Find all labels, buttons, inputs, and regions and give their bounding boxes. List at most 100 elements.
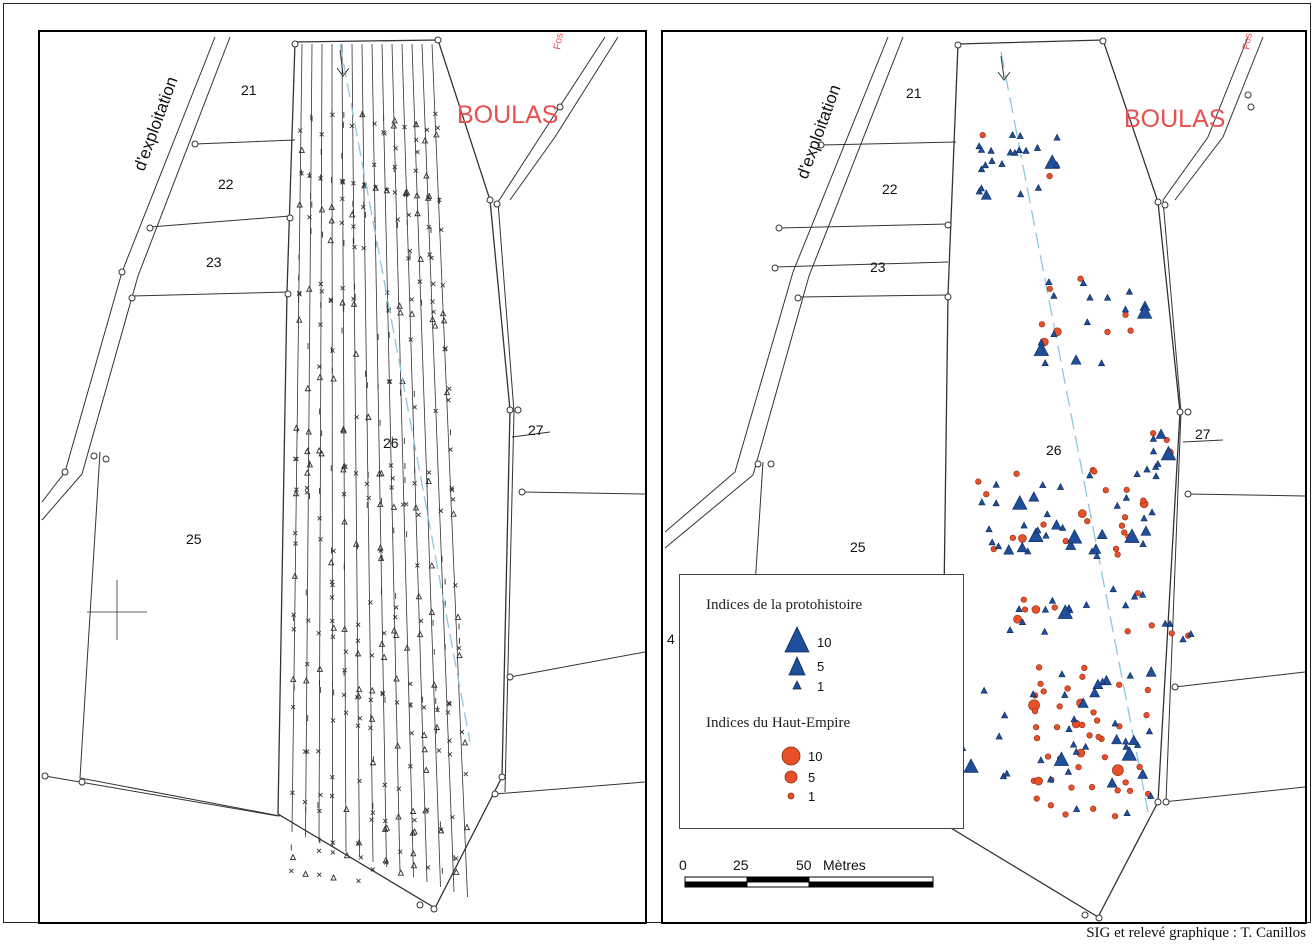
haut-empire-find-marker — [1111, 813, 1119, 820]
haut-empire-find-marker — [1013, 470, 1020, 477]
survey-mark — [341, 518, 348, 525]
survey-mark — [430, 299, 435, 304]
survey-mark — [316, 665, 324, 672]
survey-mark — [452, 583, 458, 588]
survey-mark — [294, 487, 299, 492]
survey-mark — [402, 124, 407, 130]
legend-triangle-1-icon — [792, 680, 802, 690]
survey-mark — [297, 128, 303, 133]
survey-mark — [369, 653, 375, 658]
parcel-26-label: 26 — [1046, 442, 1062, 458]
protohistoire-find-marker — [1033, 341, 1050, 356]
protohistoire-find-marker — [1086, 293, 1094, 301]
survey-mark — [459, 729, 465, 735]
survey-mark — [422, 806, 429, 814]
survey-mark — [412, 404, 417, 410]
transect-line — [351, 43, 360, 858]
survey-mark — [354, 414, 359, 420]
survey-mark — [390, 122, 398, 129]
protohistoire-find-marker — [1041, 605, 1050, 613]
haut-empire-find-marker — [1150, 430, 1157, 437]
survey-mark — [393, 675, 400, 682]
parcel-25-label: 25 — [850, 539, 866, 555]
protohistoire-find-marker — [1109, 585, 1117, 593]
protohistoire-find-marker — [1041, 359, 1049, 366]
survey-mark — [382, 818, 388, 824]
survey-mark — [407, 681, 413, 687]
survey-mark — [416, 512, 421, 518]
protohistoire-find-marker — [1050, 291, 1058, 299]
survey-mark — [449, 485, 454, 491]
survey-mark — [328, 298, 334, 304]
protohistoire-find-marker — [1033, 143, 1042, 151]
survey-mark — [428, 561, 436, 569]
protohistoire-find-marker — [1040, 627, 1049, 635]
survey-mark — [342, 464, 348, 469]
survey-mark — [292, 489, 300, 497]
survey-mark — [388, 463, 394, 468]
haut-empire-find-marker — [1077, 509, 1087, 518]
haut-empire-find-marker — [1122, 779, 1129, 786]
haut-empire-find-marker — [1143, 712, 1150, 719]
survey-mark — [449, 487, 455, 493]
survey-mark — [408, 337, 414, 342]
survey-mark — [352, 244, 357, 250]
survey-mark — [316, 748, 321, 754]
survey-mark — [418, 618, 424, 624]
survey-mark — [446, 397, 451, 403]
haut-empire-find-marker — [1046, 285, 1053, 292]
haut-empire-find-marker — [1077, 275, 1084, 282]
protohistoire-find-marker — [1034, 183, 1043, 191]
survey-mark — [330, 718, 336, 723]
survey-mark — [317, 808, 322, 814]
survey-mark — [393, 605, 399, 610]
survey-mark — [397, 869, 405, 876]
survey-mark — [454, 613, 462, 620]
protohistoire-find-marker — [977, 165, 986, 173]
survey-mark — [393, 631, 400, 638]
survey-mark — [435, 125, 441, 131]
protohistoire-find-marker — [1034, 526, 1042, 534]
survey-mark — [423, 766, 430, 773]
survey-mark — [307, 173, 312, 179]
protohistoire-find-marker — [1082, 600, 1091, 608]
protohistoire-find-marker — [1012, 495, 1028, 510]
protohistoire-find-marker — [1065, 725, 1073, 733]
survey-mark — [316, 630, 322, 636]
survey-mark — [395, 217, 401, 222]
protohistoire-find-marker — [1050, 330, 1058, 338]
survey-mark — [390, 626, 398, 634]
survey-mark — [433, 130, 440, 138]
survey-mark — [377, 554, 385, 561]
parcel-27-label: 27 — [528, 422, 544, 438]
protohistoire-find-marker — [1143, 465, 1151, 473]
survey-mark — [413, 137, 419, 143]
scale-label-25: 25 — [733, 857, 749, 873]
survey-marks — [289, 109, 471, 884]
protohistoire-find-marker — [1015, 605, 1023, 612]
haut-empire-find-marker — [1124, 628, 1131, 635]
survey-mark — [378, 640, 386, 647]
survey-mark — [376, 470, 383, 477]
survey-mark — [318, 281, 324, 287]
haut-empire-find-marker — [975, 478, 982, 485]
protohistoire-find-marker — [1020, 521, 1028, 529]
survey-mark — [304, 749, 310, 754]
haut-empire-find-marker — [1037, 680, 1044, 687]
survey-mark — [440, 316, 448, 324]
survey-mark — [370, 810, 376, 815]
survey-mark — [318, 792, 323, 798]
survey-mark — [330, 624, 337, 631]
survey-mark — [302, 799, 308, 805]
haut-empire-find-marker — [1020, 596, 1027, 603]
parcel-25-label: 25 — [186, 531, 202, 547]
survey-mark — [317, 364, 322, 369]
survey-mark — [410, 849, 417, 857]
survey-mark — [292, 530, 298, 536]
protohistoire-find-marker — [1139, 539, 1147, 547]
survey-mark — [372, 121, 377, 127]
survey-mark — [415, 149, 420, 155]
haut-empire-find-marker — [1094, 717, 1101, 724]
survey-mark — [367, 600, 373, 605]
survey-mark — [435, 707, 440, 713]
